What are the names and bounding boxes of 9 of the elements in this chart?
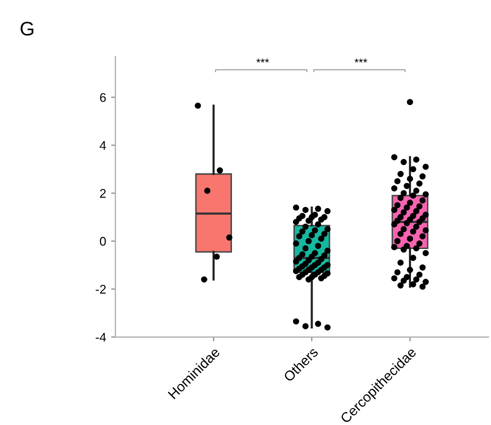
y-tick-label: 4 (100, 141, 106, 150)
y-tick-label: -2 (96, 284, 106, 294)
y-tick-label: 0 (100, 236, 106, 246)
annotation: *** (354, 58, 368, 62)
y-tick-label: 6 (100, 93, 106, 102)
y-tick-label: -4 (96, 332, 106, 342)
chart-title: G (20, 22, 34, 36)
annotation: *** (256, 58, 269, 62)
y-tick-label: 2 (100, 188, 106, 198)
